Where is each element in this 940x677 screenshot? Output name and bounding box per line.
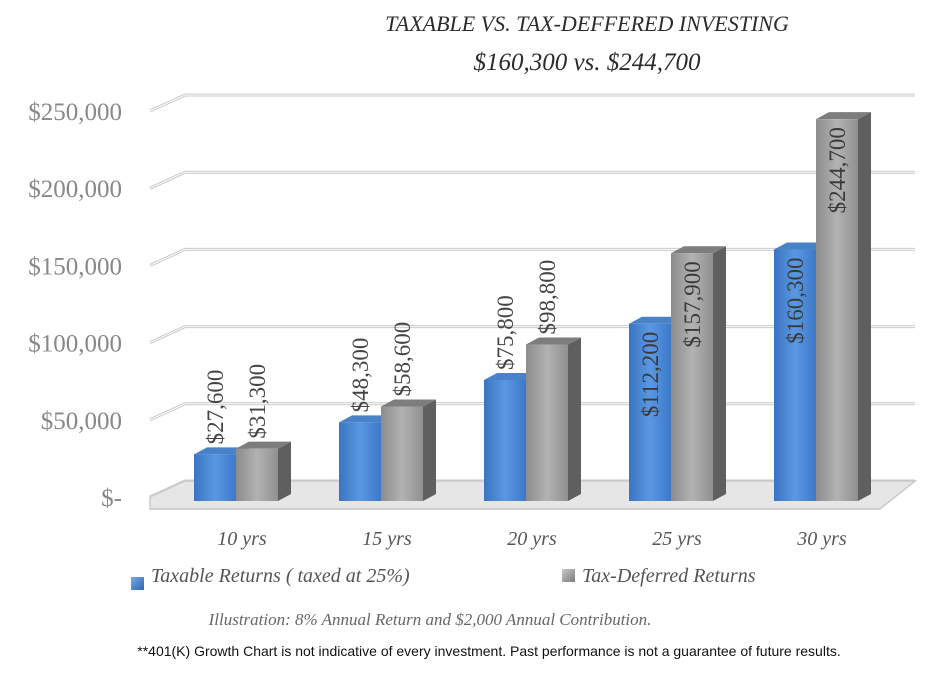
y-axis-labels: $- $50,000 $100,000 $150,000 $200,000 $250,00… [28,99,122,512]
data-label: $27,600 [203,370,228,445]
x-tick-label: 25 yrs [652,528,702,550]
y-tick-label: $200,000 [28,176,122,203]
gridline [149,93,915,113]
bar [816,112,871,501]
y-tick-label: $150,000 [28,253,122,280]
bar [381,399,436,501]
legend: Taxable Returns ( taxed at 25%) Tax-Defe… [131,565,756,590]
data-label: $98,800 [535,260,560,335]
caption: Illustration: 8% Annual Return and $2,00… [208,610,652,629]
y-tick-label: $50,000 [41,408,122,435]
data-label: $160,300 [783,257,808,343]
data-label: $75,800 [493,295,518,370]
legend-swatch-tax-deferred [562,569,575,582]
bars [194,112,871,501]
legend-label-taxable: Taxable Returns ( taxed at 25%) [151,565,410,587]
data-label: $244,700 [825,127,850,213]
disclaimer: **401(K) Growth Chart is not indicative … [137,643,840,659]
x-tick-label: 10 yrs [217,528,267,550]
data-label: $31,300 [245,364,270,439]
x-axis-labels: 10 yrs 15 yrs 20 yrs 25 yrs 30 yrs [217,528,847,550]
data-label: $112,200 [638,332,663,417]
y-tick-label: $250,000 [28,99,122,126]
legend-swatch-taxable [131,577,144,590]
bar [526,337,581,501]
legend-label-tax-deferred: Tax-Deferred Returns [582,565,756,587]
x-tick-label: 15 yrs [362,528,412,550]
chart-subtitle: $160,300 vs. $244,700 [473,49,701,76]
gridline [149,170,915,190]
bar [671,246,726,501]
y-tick-label: $100,000 [28,331,122,358]
bar [236,441,291,501]
data-labels: $27,600 $31,300 $48,300 $58,600 $75,800 $98,8… [203,127,850,444]
chart-title: TAXABLE VS. TAX-DEFFERED INVESTING [385,11,789,36]
data-label: $58,600 [390,322,415,397]
data-label: $48,300 [348,338,373,413]
x-tick-label: 20 yrs [507,528,557,550]
gridline [149,247,915,267]
x-tick-label: 30 yrs [796,528,847,550]
data-label: $157,900 [680,261,705,347]
y-tick-label: $- [101,485,122,512]
